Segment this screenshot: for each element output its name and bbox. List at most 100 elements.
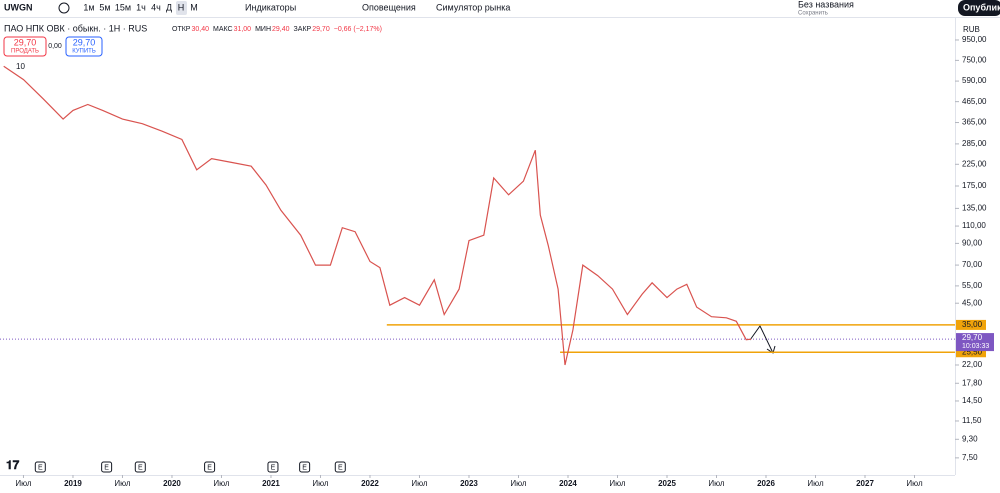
change: −0,66 (−2,17%)	[334, 26, 382, 33]
time-label: Июл	[807, 479, 824, 488]
ohlc-label: ОТКР	[172, 26, 191, 33]
spread: 0,00	[48, 43, 62, 50]
sell-price: 29,70	[14, 37, 37, 47]
interval-button[interactable]: 4ч	[151, 2, 161, 12]
price-label: 950,00	[962, 35, 987, 44]
ohlc-label: ЗАКР	[294, 26, 312, 33]
time-label: 2019	[64, 479, 82, 488]
interval-button[interactable]: 1ч	[136, 2, 146, 12]
publish-button[interactable]: Опубликов	[963, 2, 1000, 12]
time-label: Июл	[15, 479, 32, 488]
price-label: 590,00	[962, 76, 987, 85]
forecast-arrow	[749, 325, 776, 354]
event-marker[interactable]	[34, 461, 46, 473]
interval-button[interactable]: 5м	[99, 2, 110, 12]
interval-button[interactable]: Д	[166, 2, 172, 12]
last-price-tag	[956, 333, 994, 352]
event-marker[interactable]	[204, 461, 216, 473]
last-price-label: 29,70	[962, 333, 983, 342]
price-label: 17,80	[962, 378, 983, 387]
buy-label: КУПИТЬ	[72, 49, 96, 55]
time-label: 2026	[757, 479, 775, 488]
ohlc-value: 31,00	[234, 26, 252, 33]
event-marker[interactable]	[101, 461, 113, 473]
level-label: 35,00	[962, 320, 983, 329]
price-label: 70,00	[962, 260, 983, 269]
volume-toggle[interactable]: 10	[16, 62, 25, 71]
time-label: 2022	[361, 479, 379, 488]
event-marker[interactable]	[334, 461, 346, 473]
tv-logo: 𝟏𝟕	[6, 458, 20, 472]
interval-active	[176, 1, 187, 15]
interval-button[interactable]: М	[190, 2, 198, 12]
legend-title: ПАО НПК ОВК · обыкн. · 1Н · RUS	[4, 23, 147, 33]
time-label: Июл	[609, 479, 626, 488]
price-label: 9,30	[962, 434, 978, 443]
event-label: E	[271, 464, 276, 471]
publish-bg[interactable]	[958, 0, 1000, 16]
event-label: E	[104, 464, 109, 471]
price-label: 365,00	[962, 118, 987, 127]
save-button[interactable]: Сохранить	[798, 11, 828, 17]
price-label: 90,00	[962, 238, 983, 247]
ohlc-value: 29,70	[312, 26, 330, 33]
currency: RUB	[963, 25, 980, 34]
event-marker[interactable]	[267, 461, 279, 473]
event-label: E	[338, 464, 343, 471]
interval-button[interactable]: 1м	[83, 2, 94, 12]
price-label: 11,50	[962, 416, 982, 425]
time-label: Июл	[114, 479, 131, 488]
time-label: Июл	[510, 479, 527, 488]
sell-label: ПРОДАТЬ	[11, 49, 39, 55]
price-label: 45,00	[962, 298, 983, 307]
ohlc-label: МАКС	[213, 26, 233, 33]
interval-button[interactable]: 15м	[115, 2, 131, 12]
price-label: 22,00	[962, 360, 983, 369]
time-label: 2025	[658, 479, 676, 488]
time-label: 2027	[856, 479, 874, 488]
event-marker[interactable]	[134, 461, 146, 473]
symbol[interactable]: UWGN	[4, 2, 33, 12]
event-label: E	[207, 464, 212, 471]
price-label: 175,00	[962, 181, 987, 190]
ohlc-label: МИН	[255, 26, 271, 33]
time-label: Июл	[708, 479, 725, 488]
price-label: 750,00	[962, 55, 987, 64]
event-label: E	[138, 464, 143, 471]
event-marker[interactable]	[299, 461, 311, 473]
sell-box[interactable]	[3, 36, 47, 57]
indicators-button[interactable]: Индикаторы	[245, 2, 296, 12]
time-label: 2023	[460, 479, 478, 488]
countdown: 10:03:33	[962, 343, 989, 350]
add-symbol[interactable]	[58, 2, 70, 14]
event-label: E	[302, 464, 307, 471]
price-label: 55,00	[962, 281, 983, 290]
layout-name[interactable]: Без названия	[798, 0, 854, 9]
time-label: 2020	[163, 479, 181, 488]
price-label: 285,00	[962, 139, 987, 148]
time-label: Июл	[411, 479, 428, 488]
buy-price: 29,70	[73, 37, 96, 47]
time-label: Июл	[906, 479, 923, 488]
interval-button[interactable]: Н	[178, 2, 185, 12]
time-label: Июл	[312, 479, 329, 488]
price-label: 14,50	[962, 396, 983, 405]
level-tag	[956, 319, 986, 330]
time-label: 2024	[559, 479, 577, 488]
level-label: 25,50	[962, 347, 983, 356]
price-label: 465,00	[962, 97, 987, 106]
time-label: Июл	[213, 479, 230, 488]
alerts-button[interactable]: Оповещения	[362, 2, 416, 12]
replay-button[interactable]: Симулятор рынка	[436, 2, 510, 12]
level-tag	[956, 347, 986, 358]
ohlc-value: 29,40	[272, 26, 290, 33]
price-label: 135,00	[962, 204, 987, 213]
price-label: 225,00	[962, 159, 987, 168]
event-label: E	[38, 464, 43, 471]
buy-box[interactable]	[65, 36, 103, 57]
price-label: 7,50	[962, 453, 978, 462]
price-line	[3, 65, 752, 366]
